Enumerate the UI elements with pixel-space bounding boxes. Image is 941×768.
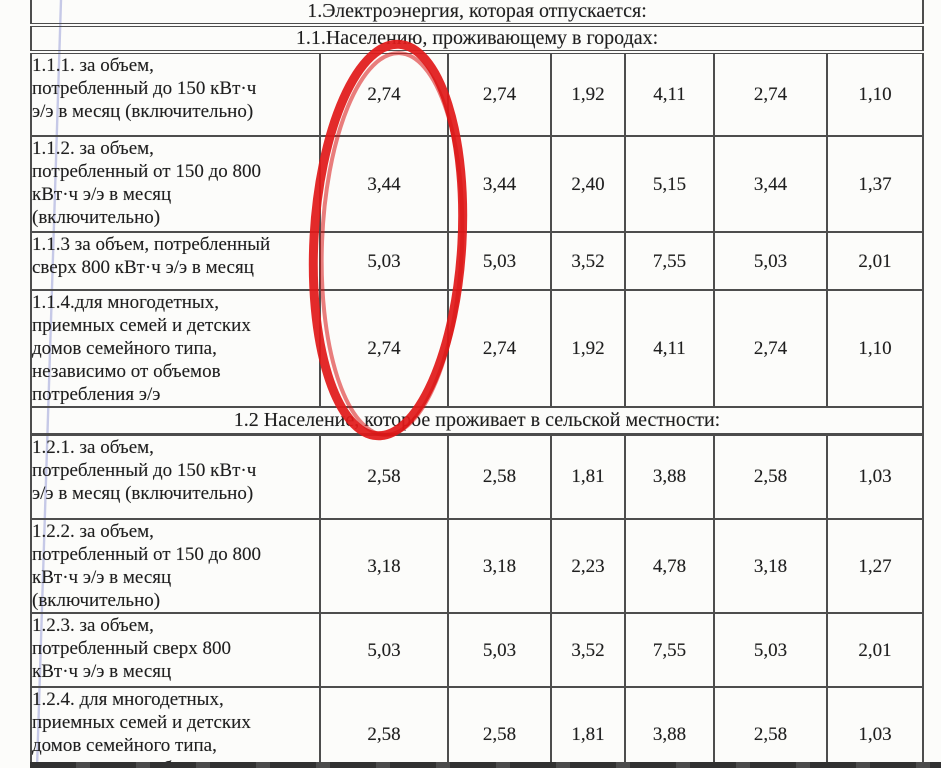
group-1-2-header: 1.2 Население, которое проживает в сельс… bbox=[29, 406, 925, 436]
section-1-header-row: 1.Электроэнергия, которая отпускается: bbox=[29, 0, 925, 27]
table-row-1-2-2: 1.2.2. за объем, потребленный от 150 до … bbox=[30, 518, 925, 614]
tariff-value: 2,74 bbox=[447, 51, 552, 137]
tariff-value: 2,01 bbox=[825, 231, 925, 291]
tariff-value: 5,03 bbox=[447, 231, 552, 291]
table-row-1-2-1: 1.2.1. за объем, потребленный до 150 кВт… bbox=[30, 433, 925, 520]
row-label: 1.1.3 за объем, потребленный сверх 800 к… bbox=[30, 231, 321, 291]
scan-cutoff-bar bbox=[30, 762, 941, 768]
tariff-value: 1,92 bbox=[550, 289, 626, 408]
tariff-value: 2,58 bbox=[447, 433, 552, 520]
section-1-header: 1.Электроэнергия, которая отпускается: bbox=[29, 0, 925, 27]
tariff-value: 2,74 bbox=[713, 289, 828, 408]
group-1-1-header-row: 1.1.Населению, проживающему в городах: bbox=[29, 25, 925, 54]
table-row-1-1-3: 1.1.3 за объем, потребленный сверх 800 к… bbox=[30, 231, 925, 291]
tariff-value: 1,10 bbox=[825, 289, 925, 408]
table-row-1-1-1: 1.1.1. за объем, потребленный до 150 кВт… bbox=[30, 51, 925, 137]
tariff-value: 2,01 bbox=[825, 612, 925, 688]
tariff-value: 3,44 bbox=[319, 135, 449, 233]
tariff-value: 5,03 bbox=[447, 612, 552, 688]
tariff-value: 4,11 bbox=[624, 51, 715, 137]
tariff-value: 2,23 bbox=[550, 518, 626, 614]
tariff-value: 3,18 bbox=[447, 518, 552, 614]
tariff-value: 3,44 bbox=[713, 135, 828, 233]
tariff-value: 2,58 bbox=[447, 686, 552, 768]
row-label: 1.2.1. за объем, потребленный до 150 кВт… bbox=[30, 433, 321, 520]
tariff-value: 1,27 bbox=[825, 518, 925, 614]
table-row-1-2-3: 1.2.3. за объем, потребленный сверх 800 … bbox=[30, 612, 925, 688]
tariff-value: 2,58 bbox=[319, 686, 449, 768]
table-row-1-1-2: 1.1.2. за объем, потребленный от 150 до … bbox=[30, 135, 925, 233]
tariff-value: 2,58 bbox=[319, 433, 449, 520]
tariff-value: 2,74 bbox=[319, 51, 449, 137]
tariff-value: 7,55 bbox=[624, 612, 715, 688]
tariff-value: 7,55 bbox=[624, 231, 715, 291]
tariff-value: 1,03 bbox=[825, 433, 925, 520]
table-row-1-1-4: 1.1.4.для многодетных, приемных семей и … bbox=[30, 289, 925, 408]
tariff-value: 2,58 bbox=[713, 686, 828, 768]
group-1-1-header: 1.1.Населению, проживающему в городах: bbox=[29, 25, 925, 54]
tariff-value: 1,10 bbox=[825, 51, 925, 137]
row-label: 1.1.4.для многодетных, приемных семей и … bbox=[30, 289, 321, 408]
tariff-value: 1,81 bbox=[550, 686, 626, 768]
tariff-value: 1,81 bbox=[550, 433, 626, 520]
tariff-value: 1,03 bbox=[825, 686, 925, 768]
tariff-value: 3,52 bbox=[550, 612, 626, 688]
tariff-value: 4,78 bbox=[624, 518, 715, 614]
tariff-value: 3,52 bbox=[550, 231, 626, 291]
tariff-value: 1,92 bbox=[550, 51, 626, 137]
row-label: 1.1.2. за объем, потребленный от 150 до … bbox=[30, 135, 321, 233]
tariff-value: 2,58 bbox=[713, 433, 828, 520]
row-label: 1.1.1. за объем, потребленный до 150 кВт… bbox=[30, 51, 321, 137]
tariff-value: 2,74 bbox=[713, 51, 828, 137]
tariff-value: 5,03 bbox=[319, 231, 449, 291]
tariff-value: 5,03 bbox=[713, 231, 828, 291]
tariff-value: 2,74 bbox=[319, 289, 449, 408]
tariff-value: 3,18 bbox=[319, 518, 449, 614]
row-label: 1.2.2. за объем, потребленный от 150 до … bbox=[30, 518, 321, 614]
tariff-value: 3,18 bbox=[713, 518, 828, 614]
row-label: 1.2.3. за объем, потребленный сверх 800 … bbox=[30, 612, 321, 688]
tariff-value: 3,88 bbox=[624, 433, 715, 520]
tariff-value: 5,03 bbox=[319, 612, 449, 688]
tariff-value: 2,74 bbox=[447, 289, 552, 408]
tariff-value: 4,11 bbox=[624, 289, 715, 408]
tariff-value: 2,40 bbox=[550, 135, 626, 233]
group-1-2-header-row: 1.2 Население, которое проживает в сельс… bbox=[29, 406, 925, 436]
tariff-value: 5,15 bbox=[624, 135, 715, 233]
tariff-value: 3,88 bbox=[624, 686, 715, 768]
tariff-value: 1,37 bbox=[825, 135, 925, 233]
tariff-value: 3,44 bbox=[447, 135, 552, 233]
tariff-table: 1.Электроэнергия, которая отпускается: 1… bbox=[29, 0, 925, 768]
row-label: 1.2.4. для многодетных, приемных семей и… bbox=[30, 686, 321, 768]
tariff-value: 5,03 bbox=[713, 612, 828, 688]
table-row-1-2-4: 1.2.4. для многодетных, приемных семей и… bbox=[30, 686, 925, 768]
